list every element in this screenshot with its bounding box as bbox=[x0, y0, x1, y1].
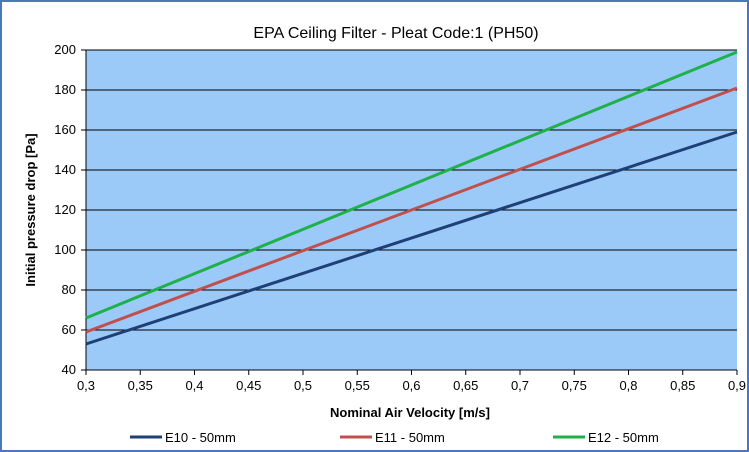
x-tick-label: 0,7 bbox=[511, 378, 529, 393]
y-tick-label: 160 bbox=[54, 122, 76, 137]
x-tick-label: 0,85 bbox=[670, 378, 695, 393]
y-tick-label: 120 bbox=[54, 202, 76, 217]
x-tick-label: 0,5 bbox=[294, 378, 312, 393]
y-axis-label: Initial pressure drop [Pa] bbox=[23, 133, 38, 286]
y-tick-label: 100 bbox=[54, 242, 76, 257]
x-tick-label: 0,75 bbox=[562, 378, 587, 393]
x-tick-label: 0,55 bbox=[345, 378, 370, 393]
series-line-3 bbox=[85, 50, 738, 320]
legend-label-1: E10 - 50mm bbox=[165, 430, 236, 445]
legend-label-2: E11 - 50mm bbox=[375, 430, 445, 445]
legend: E10 - 50mm E11 - 50mm E12 - 50mm bbox=[130, 430, 659, 445]
series-line-1 bbox=[85, 130, 738, 346]
x-tick-label: 0,8 bbox=[619, 378, 637, 393]
plot-area: 40 60 80 100 120 140 160 180 200 0,3 0,35 0,4 0,45 0,… bbox=[54, 42, 746, 393]
y-tick-label: 200 bbox=[54, 42, 76, 57]
x-axis-label: Nominal Air Velocity [m/s] bbox=[330, 405, 490, 420]
x-tick-label: 0,4 bbox=[185, 378, 203, 393]
x-tick-label: 0,45 bbox=[236, 378, 261, 393]
x-tick-label: 0,65 bbox=[453, 378, 478, 393]
y-tick-label: 140 bbox=[54, 162, 76, 177]
y-tick-label: 80 bbox=[62, 282, 76, 297]
x-tick-label: 0,9 bbox=[728, 378, 746, 393]
legend-label-3: E12 - 50mm bbox=[588, 430, 659, 445]
x-tick-label: 0,3 bbox=[77, 378, 95, 393]
y-tick-label: 180 bbox=[54, 82, 76, 97]
y-tick-label: 40 bbox=[62, 362, 76, 377]
x-tick-label: 0,6 bbox=[402, 378, 420, 393]
y-tick-label: 60 bbox=[62, 322, 76, 337]
chart-title: EPA Ceiling Filter - Pleat Code:1 (PH50) bbox=[253, 25, 538, 42]
x-tick-label: 0,35 bbox=[128, 378, 153, 393]
series-line-2 bbox=[85, 86, 738, 334]
